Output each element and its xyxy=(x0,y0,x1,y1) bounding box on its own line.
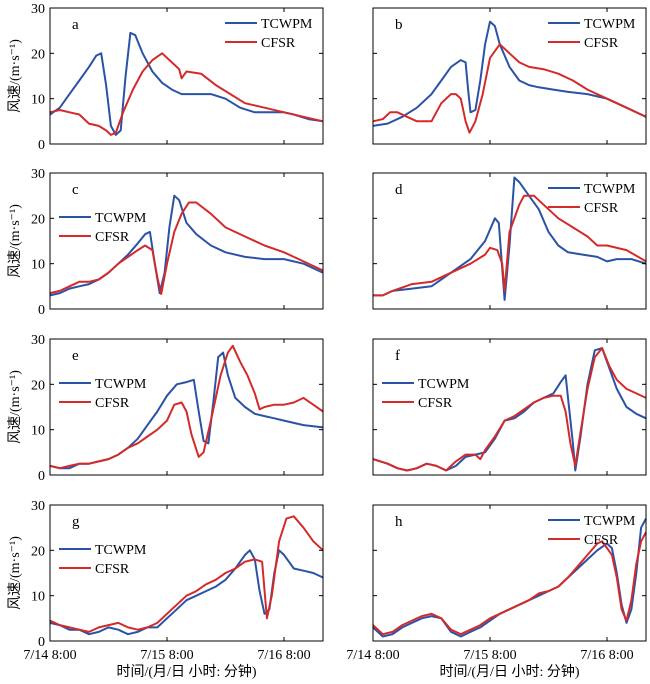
panel-a: 0 10 20 30 a TCWPM CFSR xyxy=(31,2,324,153)
y-tick-label: 0 xyxy=(38,469,45,484)
series-line-cfsr xyxy=(372,347,647,472)
plot-frame xyxy=(49,504,324,642)
y-axis-label: 风速/(m·s⁻¹) xyxy=(7,370,23,444)
y-tick-label: 0 xyxy=(38,635,45,650)
series-line-tcwpm xyxy=(49,194,324,297)
plot-frame xyxy=(372,7,647,145)
panel-letter: e xyxy=(72,348,79,364)
panel-e: 0 10 20 30 e TCWPM CFSR xyxy=(31,333,324,484)
y-tick-label: 20 xyxy=(31,378,45,393)
legend-label-tcwpm: TCWPM xyxy=(584,182,636,197)
series-line-cfsr xyxy=(373,194,647,297)
y-axis-label: 风速/(m·s⁻¹) xyxy=(7,536,23,610)
y-tick-label: 30 xyxy=(31,167,45,182)
plot-frame xyxy=(49,7,324,145)
y-axis-label: 风速/(m·s⁻¹) xyxy=(7,39,23,113)
y-tick-label: 10 xyxy=(31,258,45,273)
y-tick-label: 20 xyxy=(31,544,45,559)
legend-label-cfsr: CFSR xyxy=(584,533,619,548)
legend-label-cfsr: CFSR xyxy=(584,36,619,51)
series-line-cfsr xyxy=(49,201,324,295)
panel-g: 0 10 20 30 7/14 8:00 7/15 8:00 7/16 8:00 g TCWPM… xyxy=(23,499,324,663)
legend-label-tcwpm: TCWPM xyxy=(584,17,636,32)
panel-letter: d xyxy=(395,182,403,198)
series-line-tcwpm xyxy=(49,549,324,636)
y-tick-label: 0 xyxy=(38,138,45,153)
y-tick-label: 0 xyxy=(38,303,45,318)
legend-label-cfsr: CFSR xyxy=(418,396,453,411)
x-tick-label: 7/15 8:00 xyxy=(463,648,516,663)
series-line-tcwpm xyxy=(372,347,647,472)
x-tick-label: 7/15 8:00 xyxy=(140,648,193,663)
series-line-tcwpm xyxy=(49,31,324,136)
x-axis-label: 时间/(月/日 小时: 分钟) xyxy=(117,663,257,680)
y-tick-label: 20 xyxy=(31,47,45,62)
legend-label-tcwpm: TCWPM xyxy=(95,377,147,392)
plot-frame xyxy=(372,504,647,642)
x-axis-label: 时间/(月/日 小时: 分钟) xyxy=(440,663,580,680)
y-tick-label: 20 xyxy=(31,212,45,227)
legend-label-cfsr: CFSR xyxy=(95,396,130,411)
series-line-tcwpm xyxy=(372,20,647,127)
panel-b: b TCWPM CFSR xyxy=(372,7,647,145)
y-axis-label: 风速/(m·s⁻¹) xyxy=(7,204,23,278)
plot-frame xyxy=(372,338,647,476)
x-tick-label: 7/16 8:00 xyxy=(580,648,633,663)
panel-letter: c xyxy=(72,182,79,198)
legend-label-cfsr: CFSR xyxy=(261,36,296,51)
series-line-cfsr xyxy=(372,531,647,636)
legend-label-tcwpm: TCWPM xyxy=(95,543,147,558)
legend-label-tcwpm: TCWPM xyxy=(261,17,313,32)
series-line-cfsr xyxy=(49,344,324,470)
legend-label-cfsr: CFSR xyxy=(584,201,619,216)
plot-frame xyxy=(372,172,647,310)
panel-h: 7/14 8:00 7/15 8:00 7/16 8:00 h TCWPM CFSR xyxy=(346,504,647,663)
legend-label-tcwpm: TCWPM xyxy=(95,211,147,226)
legend-label-cfsr: CFSR xyxy=(95,562,130,577)
legend-label-cfsr: CFSR xyxy=(95,230,130,245)
panel-letter: b xyxy=(395,17,403,33)
x-tick-label: 7/16 8:00 xyxy=(257,648,310,663)
y-tick-label: 10 xyxy=(31,424,45,439)
plot-frame xyxy=(49,172,324,310)
x-tick-label: 7/14 8:00 xyxy=(346,648,399,663)
panel-letter: f xyxy=(395,348,400,364)
y-tick-label: 10 xyxy=(31,93,45,108)
panel-letter: h xyxy=(395,514,403,530)
y-tick-label: 30 xyxy=(31,333,45,348)
series-line-cfsr xyxy=(372,43,647,134)
panel-letter: a xyxy=(72,17,79,33)
legend-label-tcwpm: TCWPM xyxy=(418,377,470,392)
legend-label-tcwpm: TCWPM xyxy=(584,514,636,529)
y-tick-label: 30 xyxy=(31,499,45,514)
series-line-cfsr xyxy=(49,515,324,633)
series-line-cfsr xyxy=(49,52,324,136)
panel-d: d TCWPM CFSR xyxy=(372,172,647,310)
series-line-tcwpm xyxy=(373,176,647,301)
panel-c: 0 10 20 30 c TCWPM CFSR xyxy=(31,167,324,318)
panel-letter: g xyxy=(72,514,80,530)
y-tick-label: 30 xyxy=(31,2,45,17)
plot-frame xyxy=(49,338,324,476)
y-tick-label: 10 xyxy=(31,590,45,605)
x-tick-label: 7/14 8:00 xyxy=(23,648,76,663)
panel-f: f TCWPM CFSR xyxy=(372,338,647,476)
